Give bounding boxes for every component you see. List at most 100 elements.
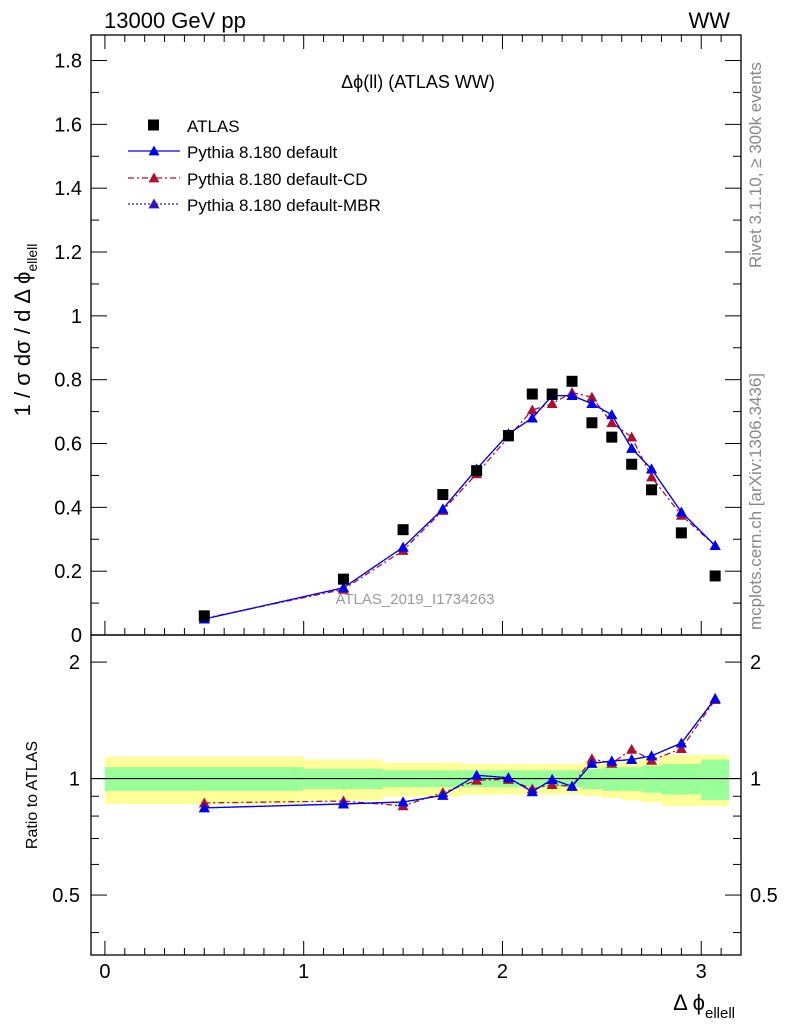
header-left: 13000 GeV pp xyxy=(104,8,246,33)
main-marker-2-11 xyxy=(626,431,638,442)
ratio-marker-2-4 xyxy=(471,774,483,785)
ratio-marker-1-0 xyxy=(198,802,210,813)
main-marker-2-9 xyxy=(586,391,598,402)
atlas-point-13 xyxy=(675,527,687,539)
mcplots-note: mcplots.cern.ch [arXiv:1306.3436] xyxy=(746,372,765,630)
y-tick-label-main-5: 1 xyxy=(71,306,82,328)
rivet-note: Rivet 3.1.10, ≥ 300k events xyxy=(746,62,765,268)
main-marker-2-6 xyxy=(526,404,538,415)
y-axis-title-main-text: 1 / σ dσ / d Δ ϕ xyxy=(10,272,35,417)
main-line-1 xyxy=(204,394,716,620)
ratio-marker-1-13 xyxy=(675,737,687,748)
main-series-group xyxy=(198,375,721,624)
legend-label-1: Pythia 8.180 default xyxy=(187,143,338,162)
band-inner-12 xyxy=(661,764,702,795)
main-marker-1-12 xyxy=(646,463,658,474)
ratio-marker-1-5 xyxy=(502,772,514,783)
x-tick-label-3: 3 xyxy=(696,961,707,983)
y-tick-label-main-1: 0.2 xyxy=(54,561,82,583)
ratio-marker-1-7 xyxy=(546,773,558,784)
chart-title: Δϕ(ll) (ATLAS WW) xyxy=(341,72,495,92)
y-axis-ticks-ratio: 0.5 0.5 1 1 2 2 xyxy=(52,652,778,934)
atlas-point-10 xyxy=(606,431,618,443)
atlas-point-7 xyxy=(546,388,558,400)
y-tick-label-ratio-right-2: 2 xyxy=(750,652,761,674)
main-marker-2-10 xyxy=(606,417,618,428)
main-marker-1-6 xyxy=(526,412,538,423)
y-tick-label-ratio-left-0: 0.5 xyxy=(52,885,80,907)
main-marker-1-10 xyxy=(606,409,618,420)
ratio-plot-frame xyxy=(90,634,742,956)
y-axis-title-main: 1 / σ dσ / d Δ ϕellell xyxy=(10,244,40,417)
y-tick-label-main-4: 0.8 xyxy=(54,370,82,392)
main-marker-1-14 xyxy=(709,540,721,551)
ratio-marker-1-1 xyxy=(337,798,349,809)
ratio-marker-2-13 xyxy=(675,743,687,754)
svg-text:Δ ϕellell: Δ ϕellell xyxy=(673,990,735,1022)
main-marker-2-12 xyxy=(646,471,658,482)
y-tick-label-ratio-right-1: 1 xyxy=(750,769,761,791)
ratio-marker-1-6 xyxy=(526,786,538,797)
main-marker-1-3 xyxy=(437,503,449,514)
band-inner-13 xyxy=(701,759,730,801)
x-tick-label-1: 1 xyxy=(298,961,309,983)
atlas-point-1 xyxy=(337,573,349,585)
legend-label-2: Pythia 8.180 default-CD xyxy=(187,170,368,189)
atlas-point-0 xyxy=(198,610,210,622)
main-marker-1-13 xyxy=(675,506,687,517)
y-tick-label-main-8: 1.6 xyxy=(54,114,82,136)
ratio-marker-1-14 xyxy=(709,693,721,703)
y-tick-label-main-7: 1.4 xyxy=(54,178,82,200)
legend-marker-3 xyxy=(148,198,160,209)
x-tick-label-0: 0 xyxy=(99,961,110,983)
main-marker-1-8 xyxy=(566,390,578,401)
legend-marker-0 xyxy=(148,119,159,131)
ratio-marker-1-9 xyxy=(586,757,598,768)
main-marker-1-11 xyxy=(626,442,638,453)
x-axis-title: Δ ϕ xyxy=(673,990,705,1015)
legend-label-0: ATLAS xyxy=(187,117,240,136)
watermark: ATLAS_2019_I1734263 xyxy=(335,591,494,608)
ratio-marker-1-12 xyxy=(646,750,658,761)
atlas-point-8 xyxy=(566,375,578,387)
y-tick-label-ratio-right-0: 0.5 xyxy=(750,885,778,907)
ratio-marker-2-7 xyxy=(546,779,558,789)
main-line-3 xyxy=(204,394,716,620)
legend-marker-1 xyxy=(148,145,160,156)
y-axis-ticks-main: 0 0.2 0.4 0.6 0.8 1 1.2 1.4 1.6 1.8 xyxy=(54,51,741,647)
y-tick-label-ratio-left-1: 1 xyxy=(69,769,80,791)
y-tick-label-main-9: 1.8 xyxy=(54,51,82,73)
header-right: WW xyxy=(688,8,730,33)
main-marker-1-9 xyxy=(586,398,598,409)
y-tick-label-ratio-left-2: 2 xyxy=(69,652,80,674)
ratio-marker-1-10 xyxy=(606,755,618,766)
y-axis-title-ratio: Ratio to ATLAS xyxy=(24,741,41,849)
ratio-series-group xyxy=(198,693,721,813)
svg-text:1 / σ dσ / d Δ ϕellell: 1 / σ dσ / d Δ ϕellell xyxy=(10,244,40,417)
legend: ATLAS Pythia 8.180 default Pythia 8.180 de… xyxy=(128,117,381,215)
ratio-marker-2-11 xyxy=(626,743,638,754)
atlas-point-11 xyxy=(626,458,638,470)
ratio-marker-1-2 xyxy=(397,796,409,807)
x-axis-ticks: 0 1 2 3 xyxy=(99,35,722,983)
ratio-marker-1-11 xyxy=(626,754,638,764)
atlas-point-6 xyxy=(526,388,538,400)
atlas-point-5 xyxy=(502,430,514,442)
legend-label-3: Pythia 8.180 default-MBR xyxy=(187,196,381,215)
y-tick-label-main-0: 0 xyxy=(71,625,82,647)
atlas-point-12 xyxy=(646,484,658,496)
atlas-point-4 xyxy=(471,465,483,477)
atlas-point-9 xyxy=(586,417,598,429)
ratio-marker-1-8 xyxy=(566,780,578,791)
ratio-marker-1-4 xyxy=(471,769,483,780)
main-marker-1-2 xyxy=(397,541,409,552)
y-tick-label-main-2: 0.4 xyxy=(54,497,82,519)
main-marker-2-7 xyxy=(546,398,558,409)
legend-marker-2 xyxy=(148,172,160,183)
y-tick-label-main-6: 1.2 xyxy=(54,242,82,264)
x-tick-label-2: 2 xyxy=(497,961,508,983)
y-tick-label-main-3: 0.6 xyxy=(54,434,82,456)
atlas-point-2 xyxy=(397,524,409,536)
ratio-marker-1-3 xyxy=(437,789,449,800)
atlas-point-3 xyxy=(437,489,449,501)
